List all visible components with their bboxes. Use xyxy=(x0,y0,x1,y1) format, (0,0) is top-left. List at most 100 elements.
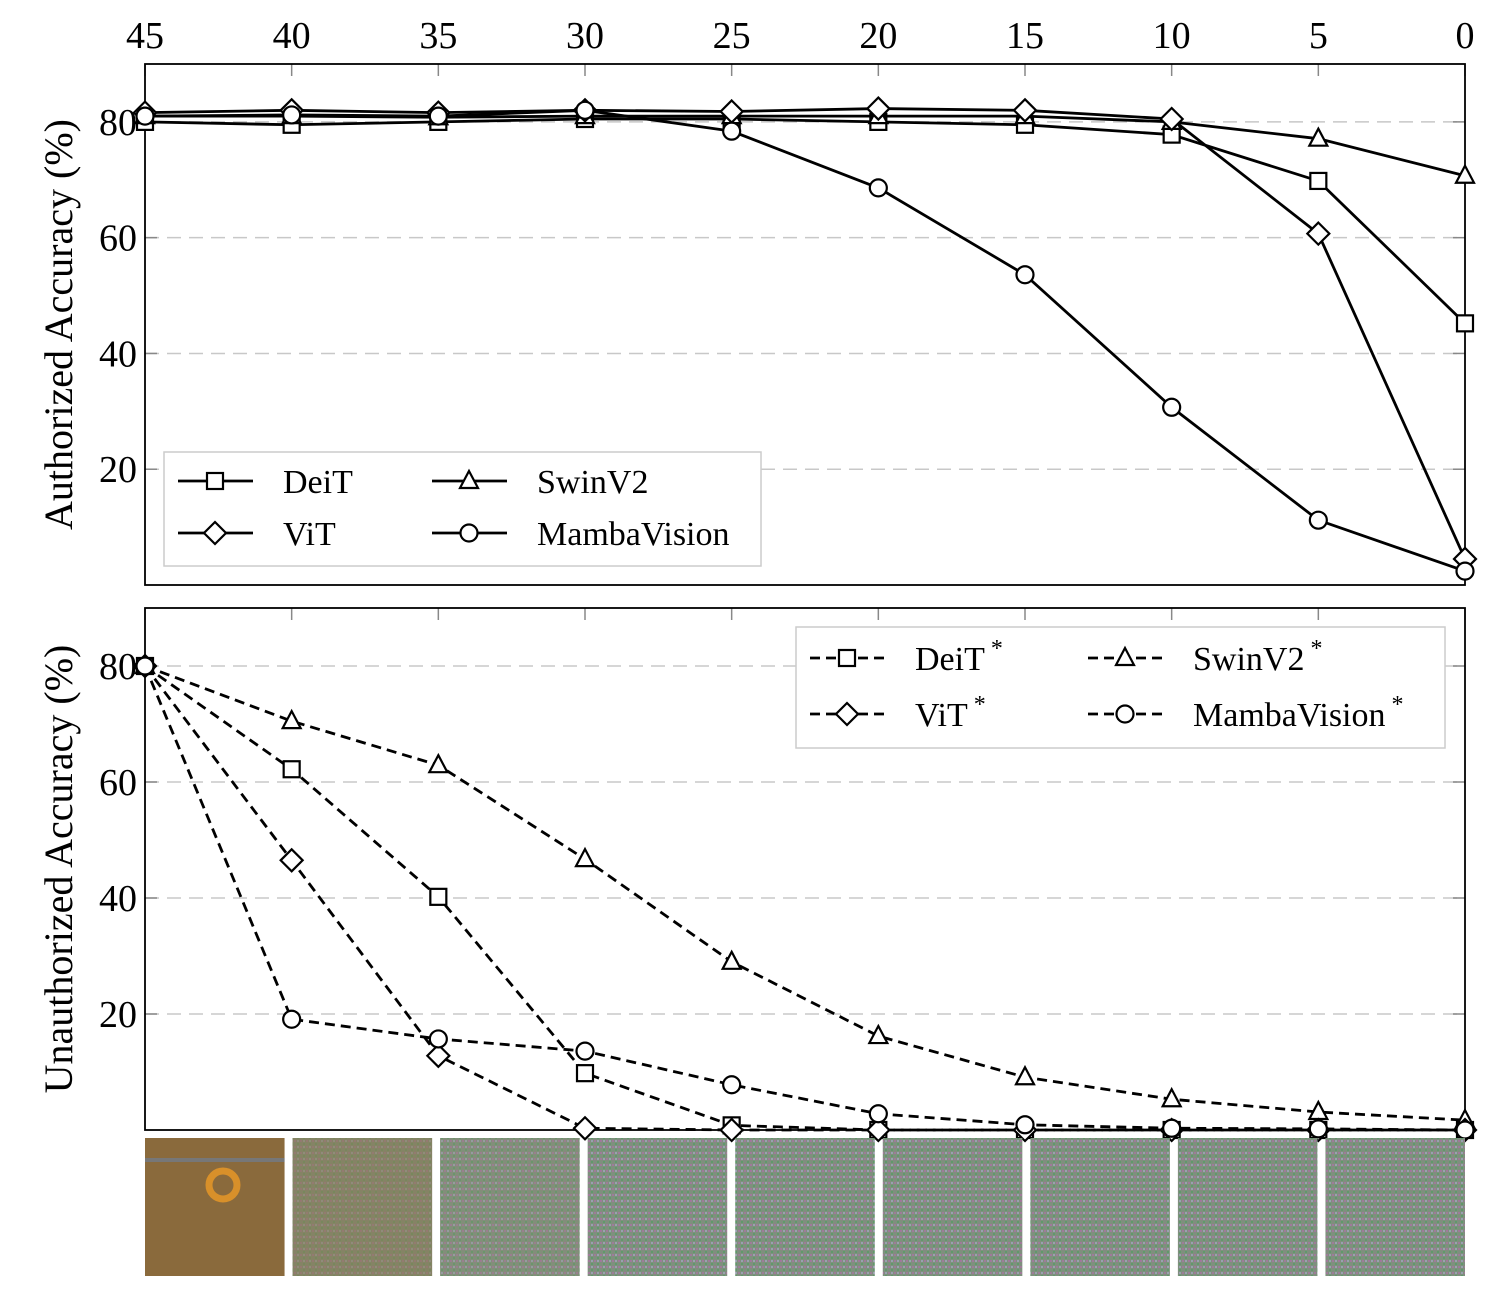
data-point-diamond xyxy=(1012,97,1038,123)
x-tick-label: 30 xyxy=(566,15,604,57)
legend-marker-triangle xyxy=(458,468,480,490)
thumbnail-noised xyxy=(882,1138,1023,1276)
legend-superscript: * xyxy=(1392,692,1404,718)
legend-superscript: * xyxy=(991,636,1003,662)
legend-label-mambavision: MambaVision xyxy=(537,516,730,553)
x-tick-label: 45 xyxy=(126,15,164,57)
series-swinv2 xyxy=(134,103,1476,184)
data-point-circle xyxy=(1162,397,1182,417)
series-line xyxy=(144,664,1465,1132)
data-point-diamond xyxy=(425,1043,451,1069)
data-point-circle xyxy=(135,656,155,676)
x-tick-label: 35 xyxy=(419,15,457,57)
thumbnail-noised xyxy=(1177,1138,1318,1276)
data-point-triangle xyxy=(720,949,743,970)
data-point-circle xyxy=(135,106,155,126)
data-point-triangle xyxy=(1307,126,1330,147)
legend-superscript: * xyxy=(974,692,986,718)
legend-marker-triangle xyxy=(1114,645,1136,667)
x-tick-label: 10 xyxy=(1153,15,1191,57)
legend-marker-circle xyxy=(1115,704,1135,724)
data-point-circle xyxy=(1308,1119,1328,1139)
legend-label-vit: ViT xyxy=(283,516,336,553)
data-point-square xyxy=(429,887,448,906)
data-point-circle xyxy=(722,121,742,141)
legend-superscript: * xyxy=(1310,636,1322,662)
data-point-square xyxy=(575,1064,595,1083)
x-tick-label: 25 xyxy=(713,15,751,57)
data-point-circle xyxy=(722,1075,742,1095)
x-tick-label: 15 xyxy=(1006,15,1044,57)
x-tick-label: 0 xyxy=(1456,15,1475,57)
series-line xyxy=(143,665,1465,1132)
data-point-circle xyxy=(575,1041,595,1061)
data-point-triangle xyxy=(1454,163,1476,184)
y-tick-label: 40 xyxy=(99,878,137,920)
x-tick-label: 20 xyxy=(859,15,897,57)
data-point-triangle xyxy=(574,846,596,868)
thumbnail-detail xyxy=(205,1167,241,1203)
y-tick-label: 60 xyxy=(99,762,137,804)
legend-label-deit: DeiT xyxy=(283,464,353,501)
thumbnail-noised xyxy=(587,1138,728,1276)
data-point-circle xyxy=(1162,1118,1182,1138)
thumbnail-overlay xyxy=(292,1138,433,1276)
series-line xyxy=(144,108,1466,573)
data-point-triangle xyxy=(427,752,450,774)
x-tick-label: 40 xyxy=(273,15,311,57)
y-tick-label: 60 xyxy=(99,218,137,260)
legend-label-swinv2: SwinV2 * xyxy=(1193,636,1322,678)
legend-label-mambavision: MambaVision * xyxy=(1193,692,1404,734)
data-point-diamond xyxy=(1159,106,1185,132)
y-tick-label: 20 xyxy=(99,449,137,491)
data-point-circle xyxy=(428,106,448,126)
thumbnail-noised xyxy=(440,1138,580,1276)
data-point-circle xyxy=(1015,265,1035,285)
legend-box xyxy=(163,451,762,567)
legend-marker-diamond xyxy=(834,701,860,727)
data-point-square xyxy=(1455,314,1475,333)
data-point-circle xyxy=(1455,1120,1475,1140)
y-tick-label: 20 xyxy=(99,994,137,1036)
data-point-square xyxy=(1309,171,1328,191)
legend-marker-diamond xyxy=(202,520,228,546)
data-point-circle xyxy=(1308,510,1328,530)
data-point-circle xyxy=(868,178,888,198)
y-tick-label: 40 xyxy=(99,333,137,375)
legend-box xyxy=(795,626,1446,749)
series-line xyxy=(143,665,1466,1132)
series-line xyxy=(144,107,1467,560)
data-point-circle xyxy=(868,1104,888,1124)
x-tick-label: 5 xyxy=(1309,15,1328,57)
y-axis-label: Unauthorized Accuracy (%) xyxy=(36,645,81,1094)
panel-authorized: 20 40 60 80 45 40 35 30 25 20 15 10 5 0 Authorized Acc… xyxy=(36,15,1478,586)
data-point-diamond xyxy=(1305,221,1331,247)
legend: DeiT *ViT *SwinV2 *MambaVision * xyxy=(795,626,1446,749)
thumbnail-noised xyxy=(1325,1138,1465,1276)
series-mambavision xyxy=(135,100,1475,581)
legend-marker-square xyxy=(205,471,225,491)
series-mambavision xyxy=(135,656,1475,1140)
y-tick-label: 80 xyxy=(99,102,137,144)
data-point-triangle xyxy=(867,1023,890,1045)
data-point-diamond xyxy=(865,1117,891,1143)
legend-marker-square xyxy=(837,648,857,668)
legend: DeiT ViT SwinV2 MambaVision xyxy=(163,451,762,567)
data-point-circle xyxy=(1455,561,1475,581)
data-point-circle xyxy=(575,100,595,120)
data-point-square xyxy=(282,760,301,779)
data-point-circle xyxy=(428,1029,448,1049)
legend-marker-circle xyxy=(459,523,479,543)
series-line xyxy=(144,664,1466,1122)
data-point-diamond xyxy=(865,96,891,122)
data-point-circle xyxy=(282,1009,302,1029)
data-point-triangle xyxy=(1014,1064,1036,1086)
y-tick-label: 80 xyxy=(99,646,137,688)
data-point-diamond xyxy=(572,1115,598,1141)
data-point-circle xyxy=(1015,1115,1035,1135)
data-point-diamond xyxy=(719,1117,745,1143)
data-point-circle xyxy=(282,105,302,125)
thumbnail-overlay xyxy=(440,1138,580,1276)
